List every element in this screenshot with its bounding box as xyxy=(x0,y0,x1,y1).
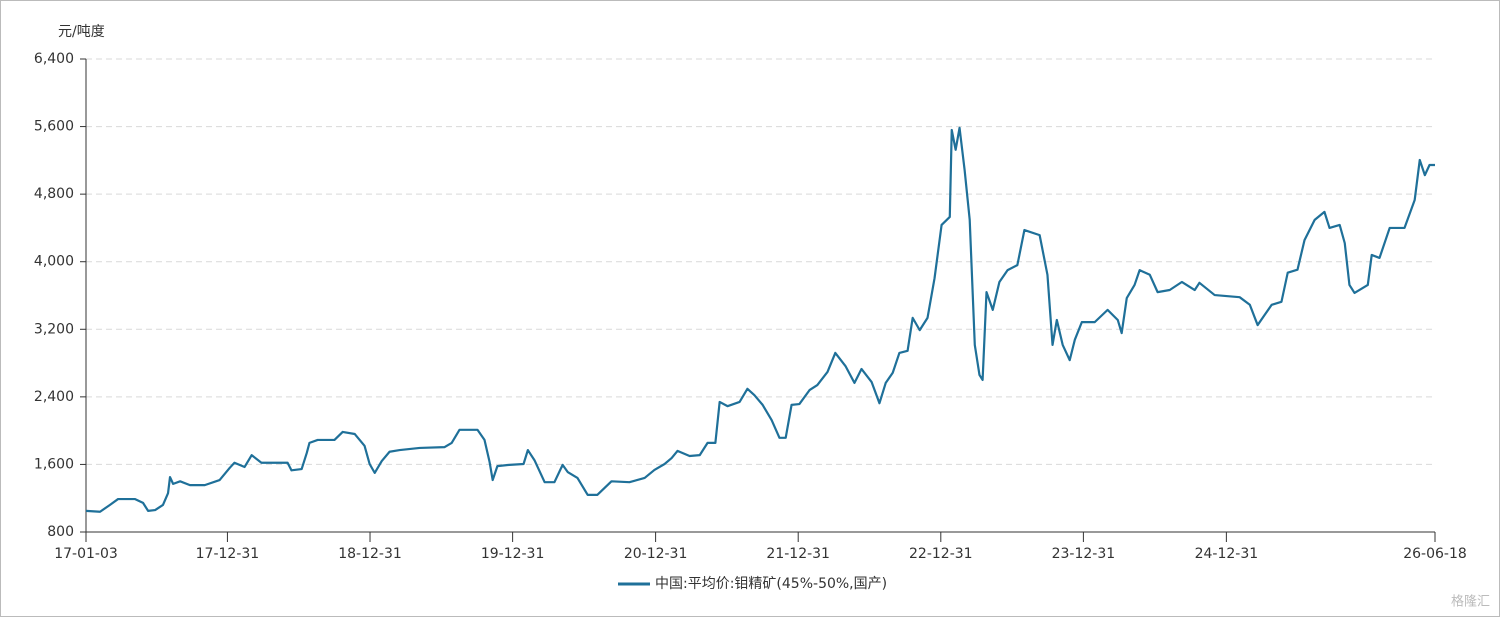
x-tick-label: 18-12-31 xyxy=(338,546,402,562)
y-tick-label: 6,400 xyxy=(34,51,74,67)
y-tick-label: 5,600 xyxy=(34,119,74,135)
line xyxy=(85,126,1435,513)
watermark: 格隆汇 xyxy=(1451,594,1490,610)
x-tick-label: 26-06-18 xyxy=(1403,546,1467,562)
x-tick-label: 17-01-03 xyxy=(54,546,118,562)
legend-label: 中国:平均价:钼精矿(45%-50%,国产) xyxy=(655,576,887,592)
x-tick-label: 23-12-31 xyxy=(1052,546,1116,562)
x-tick-label: 24-12-31 xyxy=(1195,546,1259,562)
x-tick-label: 21-12-31 xyxy=(766,546,830,562)
y-tick-label: 800 xyxy=(47,524,74,540)
y-tick-label: 2,400 xyxy=(34,389,74,405)
x-tick-label: 19-12-31 xyxy=(481,546,545,562)
y-tick-label: 3,200 xyxy=(34,321,74,337)
y-tick-label: 4,000 xyxy=(34,254,74,270)
y-axis-label: 元/吨度 xyxy=(58,24,105,40)
y-tick-label: 1,600 xyxy=(34,456,74,472)
x-tick-label: 17-12-31 xyxy=(196,546,260,562)
x-tick-label: 22-12-31 xyxy=(909,546,973,562)
x-tick-label: 20-12-31 xyxy=(624,546,688,562)
y-tick-label: 4,800 xyxy=(34,186,74,202)
